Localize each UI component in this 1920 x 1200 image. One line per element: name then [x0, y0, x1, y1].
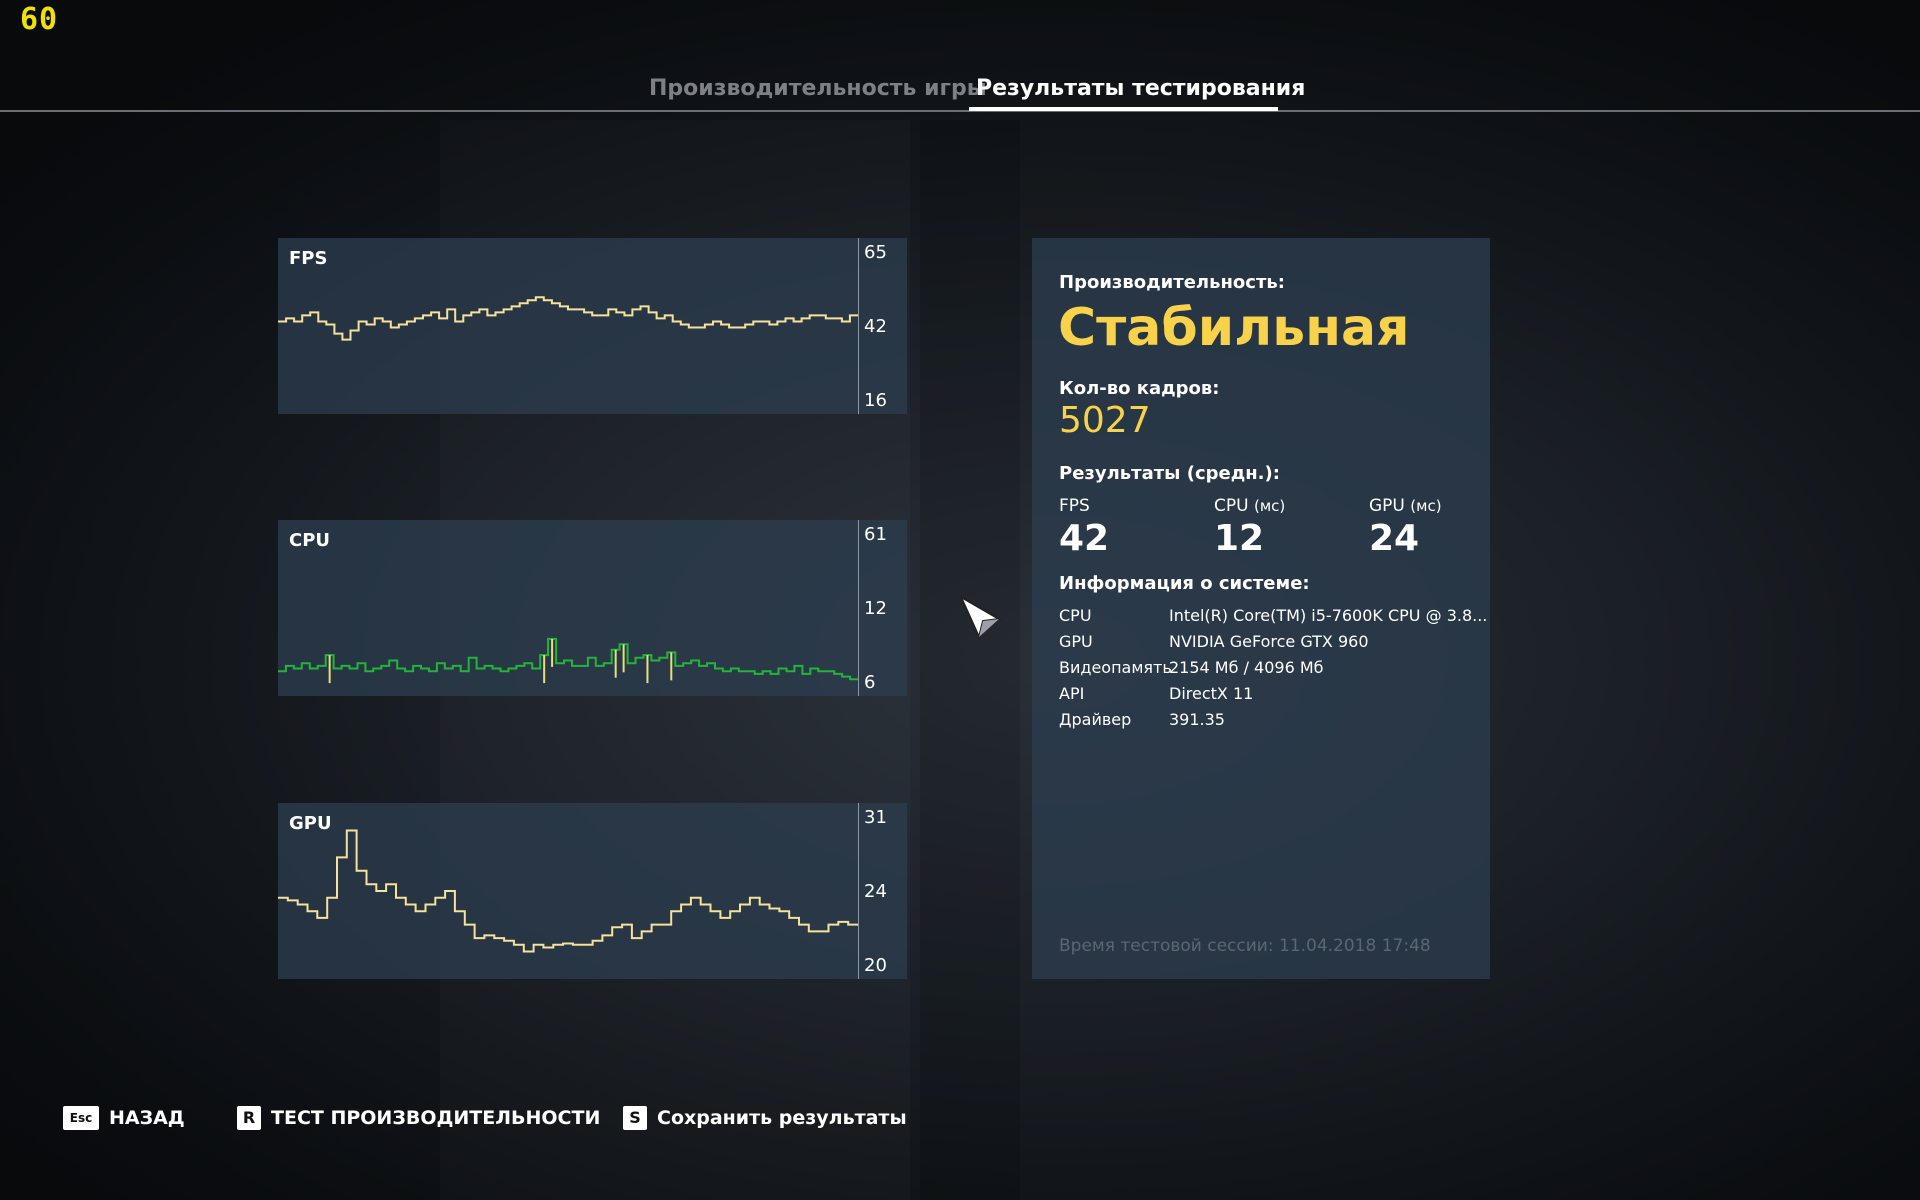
sys-value: NVIDIA GeForce GTX 960 [1169, 632, 1369, 651]
fps-series-line [278, 296, 858, 341]
cpu-graph-axis [858, 520, 859, 696]
sys-key: Драйвер [1059, 710, 1132, 729]
cpu-series-line [278, 637, 858, 681]
avg-gpu-name: GPU [1369, 496, 1405, 516]
frames-count: 5027 [1059, 400, 1151, 441]
sys-row-cpu: CPU Intel(R) Core(TM) i5-7600K CPU @ 3.8.… [1059, 606, 1487, 625]
average-results-label: Результаты (средн.): [1059, 463, 1280, 484]
fps-graph-axis [858, 238, 859, 414]
esc-key-icon: Esc [63, 1106, 99, 1130]
fps-tick-mid: 42 [864, 316, 887, 337]
sys-key: API [1059, 684, 1085, 703]
gpu-tick-mid: 24 [864, 881, 887, 902]
sys-key: Видеопамять [1059, 658, 1172, 677]
avg-gpu-unit: (мс) [1410, 497, 1442, 515]
cpu-tick-max: 61 [864, 524, 887, 545]
cpu-tick-min: 6 [864, 672, 876, 693]
gpu-series-line [278, 829, 858, 953]
background-pillar-mid [920, 120, 1020, 1200]
mouse-cursor-icon [959, 595, 1003, 641]
gpu-graph-plot [278, 829, 858, 953]
performance-test-label: ТЕСТ ПРОИЗВОДИТЕЛЬНОСТИ [271, 1107, 601, 1129]
sys-key: GPU [1059, 632, 1093, 651]
gpu-graph-title: GPU [289, 813, 332, 834]
r-key-icon: R [237, 1106, 261, 1130]
s-key-icon: S [623, 1106, 647, 1130]
gpu-graph: GPU 31 24 20 [278, 803, 907, 979]
performance-label: Производительность: [1059, 272, 1285, 293]
tab-test-results[interactable]: Результаты тестирования [976, 76, 1306, 101]
back-action[interactable]: Esc НАЗАД [63, 1106, 185, 1132]
sys-value: 391.35 [1169, 710, 1225, 729]
fps-tick-min: 16 [864, 390, 887, 411]
performance-rating: Стабильная [1058, 298, 1410, 358]
sys-value: 2154 Мб / 4096 Мб [1169, 658, 1324, 677]
fps-graph: FPS 65 42 16 [278, 238, 907, 414]
avg-gpu: GPU (мс) 24 [1369, 496, 1442, 559]
session-timestamp: Время тестовой сессии: 11.04.2018 17:48 [1059, 936, 1431, 956]
avg-cpu-name: CPU [1214, 496, 1249, 516]
fps-graph-plot [278, 296, 858, 341]
active-tab-indicator [969, 107, 1278, 111]
gpu-tick-max: 31 [864, 807, 887, 828]
gpu-graph-axis [858, 803, 859, 979]
system-info-label: Информация о системе: [1059, 573, 1310, 594]
gpu-tick-min: 20 [864, 955, 887, 976]
avg-cpu-value: 12 [1214, 518, 1265, 559]
performance-test-action[interactable]: R ТЕСТ ПРОИЗВОДИТЕЛЬНОСТИ [237, 1106, 600, 1132]
fps-graph-title: FPS [289, 248, 328, 269]
sys-row-vram: Видеопамять2154 Мб / 4096 Мб [1059, 658, 1324, 677]
results-panel: Производительность: Стабильная Кол-во ка… [1032, 238, 1490, 979]
avg-cpu-unit: (мс) [1253, 497, 1286, 515]
fps-tick-max: 65 [864, 242, 887, 263]
avg-fps: FPS 42 [1059, 496, 1109, 559]
avg-fps-value: 42 [1059, 518, 1110, 559]
frames-label: Кол-во кадров: [1059, 378, 1220, 399]
cpu-graph-plot [278, 637, 858, 684]
sys-row-api: API DirectX 11 [1059, 684, 1253, 703]
fps-overlay-counter: 60 [20, 2, 59, 37]
sys-row-driver: Драйвер 391.35 [1059, 710, 1225, 729]
sys-value: DirectX 11 [1169, 684, 1254, 703]
sys-row-gpu: GPU NVIDIA GeForce GTX 960 [1059, 632, 1369, 651]
tab-game-performance[interactable]: Производительность игры [649, 76, 987, 101]
cpu-tick-mid: 12 [864, 598, 887, 619]
save-results-label: Сохранить результаты [657, 1107, 907, 1129]
tab-bar-divider [0, 110, 1920, 112]
sys-value: Intel(R) Core(TM) i5-7600K CPU @ 3.8... [1169, 606, 1488, 625]
save-results-action[interactable]: S Сохранить результаты [623, 1106, 907, 1132]
back-label: НАЗАД [109, 1107, 185, 1129]
cpu-graph-title: CPU [289, 530, 331, 551]
sys-key: CPU [1059, 606, 1092, 625]
avg-gpu-value: 24 [1369, 518, 1420, 559]
avg-cpu: CPU (мс) 12 [1214, 496, 1285, 559]
avg-fps-name: FPS [1059, 496, 1090, 516]
cpu-graph: CPU 61 12 6 [278, 520, 907, 696]
